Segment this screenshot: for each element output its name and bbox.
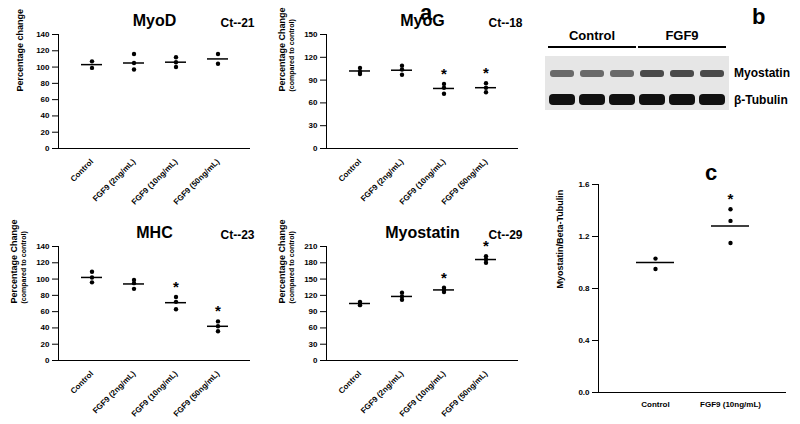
svg-text:30: 30 [309, 121, 318, 130]
svg-text:0: 0 [45, 144, 50, 153]
svg-text:MyoD: MyoD [133, 12, 177, 29]
svg-text:Myostatin/Beta-Tubulin: Myostatin/Beta-Tubulin [555, 190, 565, 289]
svg-text:(compared to control): (compared to control) [288, 231, 296, 303]
svg-text:40: 40 [41, 323, 50, 332]
svg-text:Control: Control [69, 157, 95, 183]
svg-text:120: 120 [36, 258, 50, 267]
svg-text:100: 100 [36, 275, 50, 284]
svg-text:60: 60 [41, 307, 50, 316]
svg-text:20: 20 [41, 128, 50, 137]
svg-text:Ct--23: Ct--23 [220, 228, 254, 242]
svg-text:FGF9 (2ng/mL): FGF9 (2ng/mL) [91, 157, 138, 204]
svg-text:FGF9 (10ng/mL): FGF9 (10ng/mL) [700, 400, 761, 409]
svg-text:FGF9 (50ng/mL): FGF9 (50ng/mL) [440, 157, 490, 207]
svg-text:0.8: 0.8 [578, 284, 590, 293]
svg-text:FGF9 (2ng/mL): FGF9 (2ng/mL) [359, 369, 406, 416]
svg-text:Ct--18: Ct--18 [488, 16, 522, 30]
svg-text:90: 90 [309, 307, 318, 316]
svg-text:140: 140 [36, 30, 50, 39]
svg-text:140: 140 [36, 242, 50, 251]
svg-text:β-Tubulin: β-Tubulin [734, 93, 788, 107]
svg-text:*: * [441, 269, 447, 286]
svg-text:FGF9 (2ng/mL): FGF9 (2ng/mL) [359, 157, 406, 204]
svg-text:*: * [483, 64, 489, 81]
svg-text:FGF9: FGF9 [665, 28, 698, 43]
svg-text:Percentage Change: Percentage Change [277, 7, 287, 91]
svg-text:FGF9 (50ng/mL): FGF9 (50ng/mL) [440, 369, 490, 419]
svg-text:*: * [215, 302, 221, 319]
svg-text:Percentage change: Percentage change [15, 9, 25, 92]
svg-text:FGF9 (50ng/mL): FGF9 (50ng/mL) [172, 157, 222, 207]
svg-text:*: * [441, 65, 447, 82]
svg-text:120: 120 [304, 291, 318, 300]
svg-text:80: 80 [41, 79, 50, 88]
svg-text:FGF9 (50ng/mL): FGF9 (50ng/mL) [172, 369, 222, 419]
svg-text:60: 60 [41, 95, 50, 104]
svg-text:40: 40 [41, 111, 50, 120]
svg-text:30: 30 [309, 340, 318, 349]
svg-text:210: 210 [304, 242, 318, 251]
svg-text:0: 0 [313, 144, 318, 153]
svg-text:0.0: 0.0 [578, 388, 590, 397]
svg-text:1.2: 1.2 [578, 232, 590, 241]
svg-text:80: 80 [41, 291, 50, 300]
svg-text:Percentage Change: Percentage Change [9, 219, 19, 303]
svg-text:150: 150 [304, 275, 318, 284]
svg-text:Control: Control [641, 400, 669, 409]
svg-text:120: 120 [36, 46, 50, 55]
svg-text:Myostatin: Myostatin [734, 66, 790, 80]
svg-text:0: 0 [45, 356, 50, 365]
svg-text:0.4: 0.4 [578, 336, 590, 345]
svg-text:60: 60 [309, 98, 318, 107]
svg-text:(compared to control): (compared to control) [20, 231, 28, 303]
svg-text:*: * [173, 278, 179, 295]
svg-text:Myostatin: Myostatin [385, 224, 460, 241]
svg-text:1.6: 1.6 [578, 180, 590, 189]
svg-text:FGF9 (2ng/mL): FGF9 (2ng/mL) [91, 369, 138, 416]
svg-text:Control: Control [569, 28, 615, 43]
svg-text:180: 180 [304, 258, 318, 267]
svg-text:150: 150 [304, 30, 318, 39]
svg-text:MHC: MHC [136, 224, 173, 241]
svg-text:Control: Control [337, 157, 363, 183]
svg-text:*: * [728, 190, 734, 207]
svg-text:Ct--21: Ct--21 [220, 16, 254, 30]
svg-text:Ct--29: Ct--29 [488, 228, 522, 242]
svg-text:Control: Control [69, 369, 95, 395]
svg-text:90: 90 [309, 76, 318, 85]
svg-text:0: 0 [313, 356, 318, 365]
svg-text:(compared to control): (compared to control) [288, 19, 296, 91]
svg-text:100: 100 [36, 63, 50, 72]
svg-text:Control: Control [337, 369, 363, 395]
svg-text:Percentage Change: Percentage Change [277, 219, 287, 303]
svg-text:60: 60 [309, 323, 318, 332]
svg-text:20: 20 [41, 340, 50, 349]
svg-text:120: 120 [304, 53, 318, 62]
